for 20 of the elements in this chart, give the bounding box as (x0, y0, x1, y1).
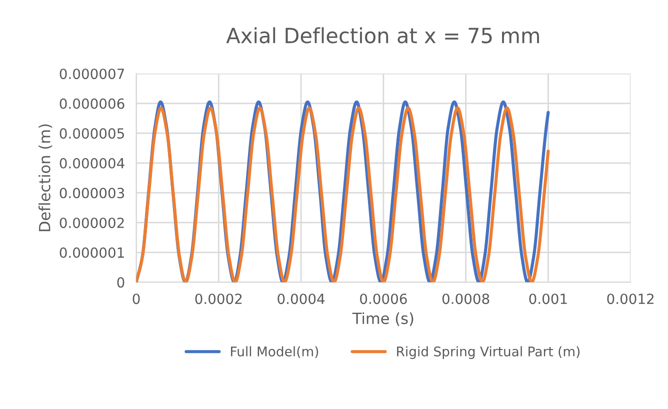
x-tick-label: 0.0012 (607, 294, 654, 304)
y-tick-label: 0.000003 (60, 188, 124, 198)
x-tick-label: 0.0004 (278, 294, 325, 304)
x-tick-label: 0.0006 (360, 294, 407, 304)
x-tick-label: 0.0008 (442, 294, 490, 304)
y-tick-label: 0.000006 (60, 98, 124, 109)
legend-label: Full Model(m) (231, 346, 318, 358)
y-axis-title: Deflection (m) (38, 124, 52, 232)
chart-title: Axial Deflection at x = 75 mm (226, 27, 539, 44)
y-tick-label: 0.000005 (60, 128, 124, 139)
x-tick-label: 0.001 (529, 294, 567, 304)
y-tick-label: 0.000002 (60, 218, 124, 228)
x-tick-label: 0.0002 (195, 294, 242, 304)
y-tick-label: 0.000001 (60, 247, 124, 258)
y-tick-label: 0.000004 (60, 158, 124, 168)
legend-label: Rigid Spring Virtual Part (m) (397, 346, 580, 359)
y-tick-label: 0.000007 (60, 68, 124, 80)
y-tick-label: 0 (117, 277, 124, 288)
x-tick-label: 0 (132, 294, 140, 304)
x-axis-title: Time (s) (352, 312, 414, 326)
